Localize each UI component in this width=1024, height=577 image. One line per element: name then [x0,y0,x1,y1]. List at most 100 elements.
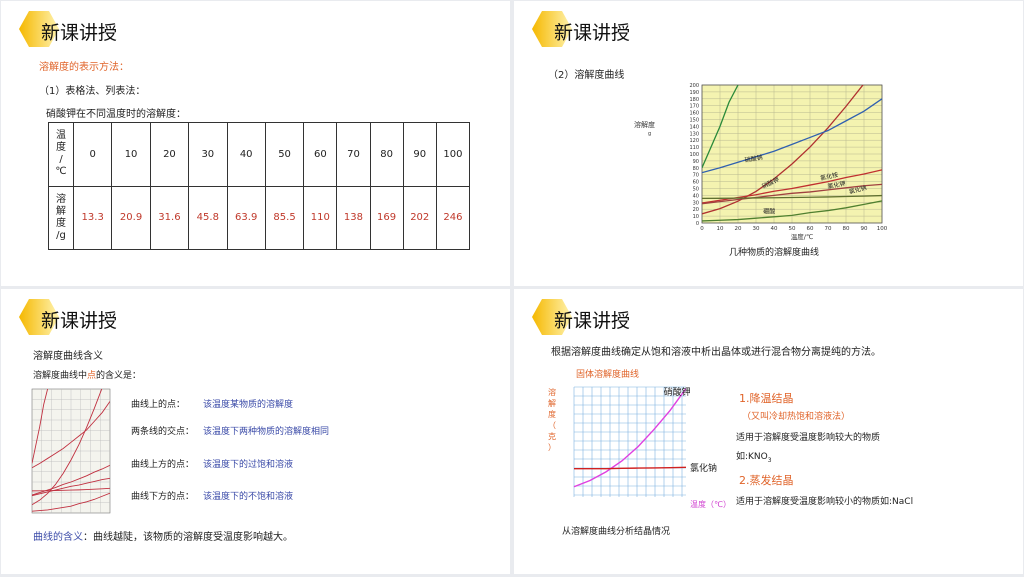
series-line [32,401,110,469]
x-axis-label: 温度/℃ [791,232,814,241]
y-tick-label: 190 [689,90,699,96]
slide-curve-method: 新课讲授 （2）溶解度曲线 0 10 20 30 40 50 60 70 80 90 100 110 1… [514,1,1023,286]
y-tick-label: 30 [693,200,699,206]
y-tick-label: 50 [693,187,699,193]
series-line [32,389,103,506]
solubility-cell: 110 [303,185,338,250]
solubility-cell: 138 [336,185,371,250]
slide-crystallization: 新课讲授 根据溶解度曲线确定从饱和溶液中析出晶体或进行混合物分离提纯的方法。 固… [514,289,1023,574]
series-line [702,183,882,205]
method-label: （1）表格法、列表法： [39,86,146,97]
point-meaning: 该温度下的不饱和溶液 [203,492,294,502]
intro-text: 溶解度曲线中点的含义是： [33,371,142,381]
x-axis-label: 温度（℃） [690,499,731,509]
temperature-cell: 70 [336,122,371,187]
header-title: 新课讲授 [41,310,118,332]
solubility-cell: 85.5 [264,185,305,250]
series-line [32,389,49,464]
solubility-cell: 246 [435,185,471,250]
y-tick-label: 90 [693,159,699,165]
x-tick-label: 90 [861,226,868,232]
curve-meaning: 曲线的含义：曲线越陡，该物质的溶解度受温度影响越大。 [33,532,293,543]
series-line [702,200,882,222]
point-label: 两条线的交点： [131,427,195,437]
temperature-cell: 50 [264,122,305,187]
point-meaning: 该温度某物质的溶解度 [203,400,294,410]
y-tick-label: 130 [689,131,699,137]
point-label: 曲线上的点： [131,400,186,410]
x-tick-label: 50 [789,226,796,232]
x-tick-label: 30 [753,226,760,232]
method2-description: 适用于溶解度受温度影响较小的物质如:NaCl [736,497,914,507]
mini-solubility-chart [31,388,111,514]
header-title: 新课讲授 [41,22,118,44]
y-tick-label: 40 [693,193,699,199]
temperature-cell: 90 [402,122,437,187]
point-meaning: 该温度下两种物质的溶解度相同 [203,427,330,437]
temperature-cell: 80 [369,122,404,187]
series-line [574,466,687,470]
hexagon-badge-icon [19,299,59,335]
y-axis-unit: g [648,131,651,137]
series-line [702,85,864,215]
hexagon-badge-icon [19,11,59,47]
curve-label: 氯化铵 [820,171,839,183]
solubility-cell: 20.9 [111,185,151,250]
hexagon-badge-icon [532,299,572,335]
table-caption: 硝酸钾在不同温度时的溶解度： [46,109,186,120]
chart-title: 固体溶解度曲线 [576,370,640,380]
method1-example: 如:KNO3 [736,452,772,464]
solubility-cell: 45.8 [188,185,228,250]
y-tick-label: 70 [693,173,699,179]
solubility-cell: 13.3 [72,185,113,250]
x-tick-label: 40 [771,226,778,232]
solubility-cell: 169 [369,185,404,250]
chart-caption: 从溶解度曲线分析结晶情况 [562,527,671,537]
temperature-cell: 60 [303,122,338,187]
method1-title: 1.降温结晶 [739,392,794,405]
solubility-curve-chart: 0102030405060708090100110120130140150160… [634,83,888,241]
intro-text: 根据溶解度曲线确定从饱和溶液中析出晶体或进行混合物分离提纯的方法。 [551,347,881,358]
y-tick-label: 160 [689,111,699,117]
solubility-cell: 63.9 [226,185,266,250]
x-tick-label: 10 [717,226,724,232]
section-heading: 溶解度的表示方法： [39,62,129,73]
series-line [702,194,882,200]
y-tick-label: 20 [693,207,699,213]
slide-table-method: 新课讲授 溶解度的表示方法： （1）表格法、列表法： 硝酸钾在不同温度时的溶解度… [1,1,510,286]
method2-title: 2.蒸发结晶 [739,474,794,487]
y-tick-label: 80 [693,166,699,172]
slide-subtitle: 溶解度曲线含义 [33,351,103,362]
series-line [32,492,110,512]
y-tick-label: 0 [696,221,699,227]
y-tick-label: 100 [689,152,699,158]
y-tick-label: 120 [689,138,699,144]
series-line [702,85,739,169]
solubility-header: 溶解度/g [48,185,74,250]
header-title: 新课讲授 [554,310,631,332]
method1-description: 适用于溶解度受温度影响较大的物质 [736,433,881,443]
temperature-cell: 10 [111,122,151,187]
y-tick-label: 10 [693,214,699,220]
point-label: 曲线上方的点： [131,460,195,470]
temperature-cell: 100 [435,122,471,187]
y-axis-label: 溶解度（克） [548,387,556,452]
y-tick-label: 180 [689,97,699,103]
x-tick-label: 100 [877,226,888,232]
slide-curve-meaning: 新课讲授 溶解度曲线含义 溶解度曲线中点的含义是： 曲线上的点： 该温度某物质的溶… [1,289,510,574]
series-line [32,477,110,497]
kno3-curve-label: 硝酸钾 [664,386,691,398]
plot-border [701,84,883,224]
curve-label: 硼酸 [763,207,775,215]
header-title: 新课讲授 [554,22,631,44]
y-tick-label: 170 [689,104,699,110]
series-line [702,98,882,174]
x-tick-label: 60 [807,226,814,232]
temperature-header: 温度 / ℃ [48,122,74,187]
y-tick-label: 200 [689,83,699,89]
series-line [573,388,687,488]
temperature-cell: 0 [72,122,113,187]
y-axis-label: 溶解度 [634,120,655,129]
curve-label: 硝酸钠 [744,153,763,164]
